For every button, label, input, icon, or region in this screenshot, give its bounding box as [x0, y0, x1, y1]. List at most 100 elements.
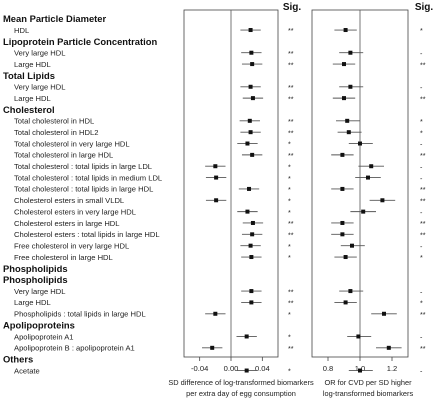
- biomarker-label: Apolipoprotein A1: [14, 332, 74, 341]
- biomarker-label: Very large HDL: [14, 83, 66, 92]
- biomarker-label: Cholesterol esters in small VLDL: [14, 196, 124, 205]
- right-point-estimate: [340, 186, 345, 191]
- right-point-estimate: [345, 118, 350, 123]
- section-header: Lipoprotein Particle Concentration: [3, 36, 157, 47]
- right-sig-marker: **: [420, 196, 426, 205]
- right-sig-marker: -: [420, 367, 423, 376]
- left-sig-marker: *: [288, 140, 291, 149]
- left-sig-marker: **: [288, 117, 294, 126]
- right-sig-marker: -: [420, 287, 423, 296]
- right-point-estimate: [340, 232, 345, 237]
- right-point-estimate: [380, 198, 385, 203]
- left-sig-marker: **: [288, 344, 294, 353]
- left-point-estimate: [248, 243, 253, 248]
- left-point-estimate: [210, 345, 215, 350]
- biomarker-label: Total cholesterol : total lipids in medi…: [14, 173, 162, 182]
- biomarker-label: Free cholesterol in large HDL: [14, 253, 113, 262]
- biomarker-label: Total cholesterol : total lipids in larg…: [14, 162, 152, 171]
- right-sig-marker: *: [420, 117, 423, 126]
- biomarker-label: Total cholesterol in HDL: [14, 117, 94, 126]
- right-point-estimate: [348, 84, 353, 89]
- left-sig-marker: *: [288, 196, 291, 205]
- right-sig-marker: -: [420, 162, 423, 171]
- left-point-estimate: [245, 209, 250, 214]
- biomarker-label: Cholesterol esters in large HDL: [14, 219, 120, 228]
- right-point-estimate: [343, 28, 348, 33]
- biomarker-label: Very large HDL: [14, 287, 66, 296]
- left-sig-marker: **: [288, 231, 294, 240]
- right-point-estimate: [348, 289, 353, 294]
- left-tick-label: 0.04: [255, 364, 270, 373]
- right-axis-label: log-transformed biomarkers: [323, 389, 414, 398]
- right-point-estimate: [342, 96, 346, 101]
- section-header: Phospholipids: [3, 274, 68, 285]
- left-sig-marker: **: [288, 299, 294, 308]
- right-point-estimate: [350, 243, 354, 248]
- biomarker-label: Large HDL: [14, 60, 51, 69]
- right-tick-label: 1.2: [387, 364, 398, 373]
- left-point-estimate: [245, 141, 250, 146]
- biomarker-label: Total cholesterol in HDL2: [14, 128, 98, 137]
- left-point-estimate: [244, 368, 249, 373]
- left-sig-marker: *: [288, 185, 291, 194]
- right-sig-marker: -: [420, 208, 423, 217]
- right-sig-marker: **: [420, 219, 426, 228]
- left-point-estimate: [214, 175, 219, 180]
- right-sig-marker: -: [420, 83, 423, 92]
- left-point-estimate: [214, 198, 219, 203]
- left-point-estimate: [248, 84, 253, 89]
- left-sig-marker: **: [288, 60, 294, 69]
- left-point-estimate: [250, 220, 255, 225]
- right-point-estimate: [356, 334, 361, 339]
- left-sig-marker: *: [288, 333, 291, 342]
- left-sig-marker: **: [288, 287, 294, 296]
- left-sig-marker: *: [288, 242, 291, 251]
- left-tick-label: -0.04: [191, 364, 208, 373]
- left-point-estimate: [247, 186, 252, 191]
- biomarker-label: Acetate: [14, 366, 40, 375]
- left-point-estimate: [244, 334, 249, 339]
- right-sig-marker: **: [420, 310, 426, 319]
- left-point-estimate: [249, 300, 254, 305]
- right-point-estimate: [382, 311, 386, 316]
- left-sig-marker: **: [288, 128, 294, 137]
- left-sig-marker: *: [288, 162, 291, 171]
- biomarker-label: Total cholesterol in large HDL: [14, 151, 113, 160]
- left-point-estimate: [247, 118, 252, 123]
- left-axis-label: SD difference of log-transformed biomark…: [168, 378, 314, 387]
- left-sig-marker: *: [288, 310, 291, 319]
- right-sig-marker: *: [420, 128, 423, 137]
- left-sig-marker: **: [288, 49, 294, 58]
- right-sig-marker: -: [420, 174, 423, 183]
- left-point-estimate: [249, 50, 254, 55]
- right-sig-marker: **: [420, 185, 426, 194]
- right-tick-label: 1.0: [355, 364, 366, 373]
- right-point-estimate: [343, 300, 348, 305]
- left-point-estimate: [250, 152, 255, 157]
- right-point-estimate: [361, 209, 366, 214]
- right-axis-label: OR for CVD per SD higher: [324, 378, 412, 387]
- left-point-estimate: [248, 28, 253, 33]
- left-point-estimate: [213, 164, 218, 169]
- sig-header-right: Sig.: [415, 2, 434, 13]
- left-sig-marker: *: [288, 367, 291, 376]
- right-point-estimate: [358, 368, 362, 373]
- right-point-estimate: [348, 50, 353, 55]
- left-sig-marker: *: [288, 174, 291, 183]
- right-sig-marker: **: [420, 94, 426, 103]
- biomarker-label: Phospholipids : total lipids in large HD…: [14, 310, 146, 319]
- right-sig-marker: **: [420, 344, 426, 353]
- biomarker-label: HDL: [14, 26, 29, 35]
- left-tick-label: 0.00: [224, 364, 239, 373]
- left-sig-marker: **: [288, 151, 294, 160]
- section-header: Phospholipids: [3, 263, 68, 274]
- right-sig-marker: *: [420, 26, 423, 35]
- left-point-estimate: [249, 255, 254, 260]
- right-sig-marker: **: [420, 151, 426, 160]
- section-header: Apolipoproteins: [3, 320, 75, 331]
- left-sig-marker: **: [288, 83, 294, 92]
- right-sig-marker: **: [420, 231, 426, 240]
- biomarker-label: Large HDL: [14, 94, 51, 103]
- left-point-estimate: [249, 289, 254, 294]
